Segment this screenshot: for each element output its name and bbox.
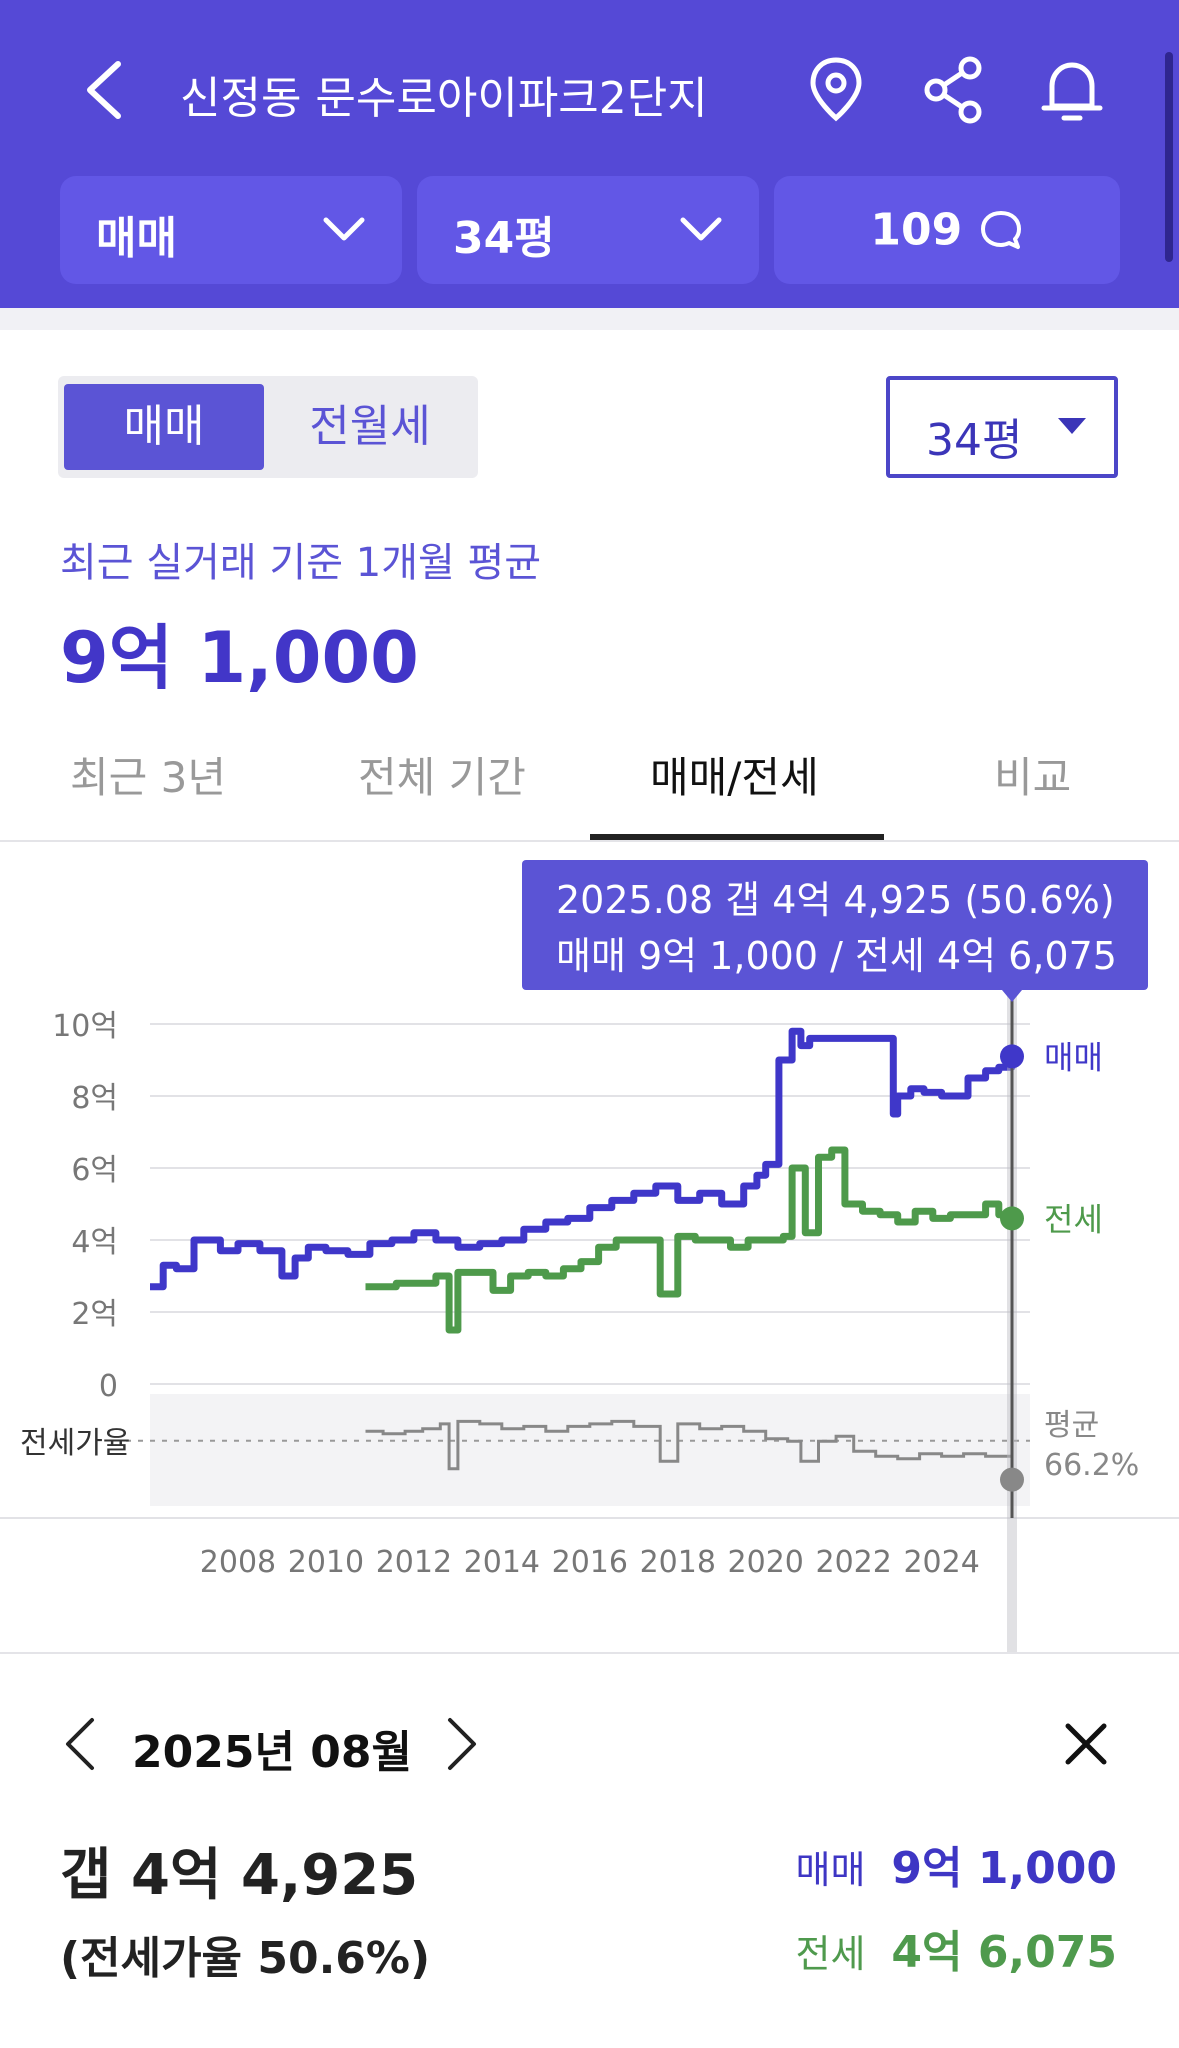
header-shadow: [0, 308, 1179, 330]
jeonse-series-line: [365, 1146, 1016, 1334]
x-tick-label: 2018: [640, 1545, 716, 1580]
chevron-right-icon[interactable]: [444, 1716, 480, 1772]
chevron-left-icon[interactable]: [62, 1716, 98, 1772]
tab-recent-3y[interactable]: 최근 3년: [70, 753, 226, 802]
size-label: 34평: [453, 213, 555, 264]
ratio-average-value: 66.2%: [1044, 1448, 1139, 1483]
average-label: 최근 실거래 기준 1개월 평균: [60, 540, 542, 586]
app-header: 신정동 문수로아이파크2단지 매매 34평 109: [0, 0, 1179, 308]
chevron-down-icon: [323, 217, 365, 241]
segment-rent[interactable]: 전월세: [309, 401, 431, 452]
jeonse-label: 전세: [795, 1932, 866, 1976]
bell-icon[interactable]: [1036, 54, 1108, 126]
tab-sale-jeonse[interactable]: 매매/전세: [650, 753, 819, 802]
nav-bar: 신정동 문수로아이파크2단지: [0, 40, 1160, 140]
x-tick-label: 2010: [288, 1545, 364, 1580]
ratio-band: [150, 1394, 1030, 1506]
x-tick-label: 2016: [552, 1545, 628, 1580]
jeonse-price-row: 전세 4억 6,075: [795, 1916, 1117, 1980]
sale-end-label: 매매: [1044, 1038, 1103, 1076]
comment-count: 109: [870, 204, 963, 256]
ratio-axis-label: 전세가율: [20, 1426, 130, 1461]
size-select[interactable]: 34평: [886, 376, 1118, 478]
ratio-end-dot: [1000, 1467, 1024, 1492]
chevron-down-icon: [680, 217, 722, 241]
active-tab-indicator: [590, 834, 884, 840]
sale-value: 9억 1,000: [891, 1843, 1117, 1894]
y-tick-label: 0: [99, 1369, 118, 1404]
segment-sale[interactable]: 매매: [64, 384, 264, 470]
x-tick-label: 2022: [815, 1545, 891, 1580]
page-title: 신정동 문수로아이파크2단지: [180, 73, 708, 124]
x-tick-label: 2008: [200, 1545, 276, 1580]
y-tick-label: 10억: [52, 1009, 118, 1044]
tooltip-pointer: [1002, 990, 1022, 1002]
period-tabs: 최근 3년 전체 기간 매매/전세 비교: [0, 730, 1179, 842]
tooltip-line-1: 2025.08 갭 4억 4,925 (50.6%): [556, 878, 1115, 922]
gap-value: 갭 4억 4,925: [60, 1843, 419, 1908]
y-tick-label: 8억: [71, 1081, 118, 1116]
location-pin-icon[interactable]: [800, 54, 872, 126]
filter-chips: 매매 34평 109: [60, 176, 1120, 284]
selected-month: 2025년 08월: [132, 1727, 412, 1778]
x-tick-label: 2020: [728, 1545, 804, 1580]
sale-label: 매매: [795, 1848, 866, 1892]
share-icon[interactable]: [918, 54, 990, 126]
size-dropdown[interactable]: 34평: [417, 176, 759, 284]
y-tick-label: 4억: [71, 1225, 118, 1260]
x-tick-label: 2014: [464, 1545, 540, 1580]
ratio-series-line: [365, 1419, 1014, 1480]
trade-type-label: 매매: [96, 213, 177, 264]
chart-tooltip: 2025.08 갭 4억 4,925 (50.6%) 매매 9억 1,000 /…: [522, 860, 1148, 990]
y-tick-label: 6억: [71, 1153, 118, 1188]
trade-type-dropdown[interactable]: 매매: [60, 176, 402, 284]
chart-svg: 10억 8억 6억 4억 2억 0 전세가율 2008 2010 2012 2014 2016 2018…: [0, 990, 1179, 1652]
dropdown-triangle-icon: [1058, 418, 1086, 434]
average-value: 9억 1,000: [60, 617, 419, 699]
detail-panel: 2025년 08월 갭 4억 4,925 (전세가율 50.6%) 매매 9억 1…: [0, 1652, 1179, 2048]
close-icon[interactable]: [1062, 1720, 1110, 1768]
sale-end-dot: [1000, 1044, 1024, 1069]
tab-all-period[interactable]: 전체 기간: [358, 753, 526, 802]
comments-button[interactable]: 109: [774, 176, 1120, 284]
tab-compare[interactable]: 비교: [994, 753, 1072, 802]
back-icon[interactable]: [78, 58, 130, 122]
ratio-average-label: 평균: [1044, 1408, 1099, 1443]
sale-series-line: [150, 1027, 1016, 1291]
jeonse-end-label: 전세: [1044, 1200, 1103, 1238]
jeonse-value: 4억 6,075: [891, 1927, 1117, 1978]
x-tick-label: 2012: [376, 1545, 452, 1580]
jeonse-end-dot: [1000, 1206, 1024, 1231]
chat-bubble-icon: [980, 211, 1021, 249]
x-tick-label: 2024: [903, 1545, 979, 1580]
scrollbar[interactable]: [1165, 52, 1173, 262]
sale-price-row: 매매 9억 1,000: [795, 1832, 1117, 1896]
y-tick-label: 2억: [71, 1297, 118, 1332]
comments-content: 109: [774, 202, 1120, 256]
price-chart[interactable]: 10억 8억 6억 4억 2억 0 전세가율 2008 2010 2012 2014 2016 2018…: [0, 846, 1179, 1652]
tooltip-line-2: 매매 9억 1,000 / 전세 4억 6,075: [556, 934, 1117, 978]
trade-segment-control: 매매 전월세: [58, 376, 478, 478]
size-select-label: 34평: [926, 415, 1023, 466]
jeonse-ratio-value: (전세가율 50.6%): [60, 1933, 431, 1984]
